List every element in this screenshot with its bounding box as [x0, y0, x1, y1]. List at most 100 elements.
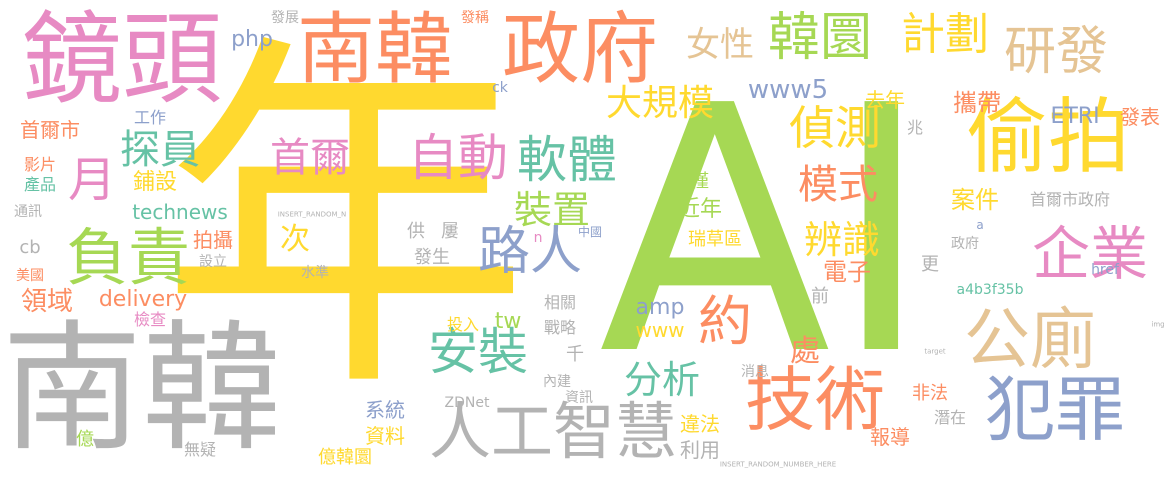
word-tw: tw: [494, 309, 522, 334]
word-baodao: 報導: [870, 425, 910, 449]
word-chu: 處: [790, 334, 820, 369]
word-ck: ck: [492, 80, 508, 96]
word-shouershizhengfu: 首爾市政府: [1029, 190, 1111, 209]
word-fuze: 負責: [65, 221, 191, 294]
word-gong: 供: [407, 221, 425, 242]
word-amp: amp: [635, 295, 685, 320]
word-daguimo: 大規模: [605, 83, 715, 124]
word-img: img: [1151, 320, 1165, 329]
word-xiaoxi: 消息: [741, 364, 769, 380]
word-wuyi: 無疑: [183, 440, 217, 459]
word-technews: technews: [132, 200, 228, 224]
word-anjian: 案件: [951, 186, 999, 214]
word-tongxun: 通訊: [14, 204, 42, 220]
word-insert-random-short: INSERT_RANDOM_N: [277, 210, 347, 219]
word-meiguo: 美國: [16, 268, 44, 284]
word-bianshi: 辨識: [803, 218, 881, 262]
word-fasheng: 發生: [414, 247, 450, 268]
word-hash: a4b3f35b: [956, 282, 1024, 298]
word-www5: www5: [747, 75, 829, 105]
word-jishu: 技術: [745, 359, 885, 441]
word-rengongzhihui: 人工智慧: [428, 395, 678, 468]
word-fenxi: 分析: [623, 358, 701, 402]
word-cb: cb: [19, 237, 41, 258]
word-qian: 前: [811, 286, 829, 307]
word-fanzui: 犯罪: [985, 369, 1125, 451]
word-gongce: 公廁: [964, 301, 1096, 378]
word-xitong: 系統: [365, 398, 405, 422]
word-zhence: 偵測: [789, 101, 881, 155]
word-shuizhun: 水準: [301, 265, 329, 281]
word-liyong: 利用: [680, 438, 720, 462]
word-fazhan: 發展: [271, 10, 299, 26]
word-shouer: 首爾: [270, 135, 350, 181]
word-xiangguan: 相關: [543, 293, 577, 312]
word-tanyuan: 探員: [120, 127, 200, 173]
word-nanhan-large: 南韓: [1, 308, 283, 471]
word-jinnian: 近年: [677, 197, 723, 222]
word-zidong: 自動: [408, 129, 508, 187]
word-yue2: 約: [698, 290, 752, 353]
word-gongzuo: 工作: [133, 108, 167, 127]
word-dianzi: 電子: [823, 258, 871, 286]
word-yanfa: 研發: [1003, 22, 1109, 82]
word-shouershi: 首爾市: [20, 118, 80, 142]
word-ai: AI: [598, 34, 932, 430]
word-geng: 更: [921, 254, 939, 275]
word-ruicaoqu: 瑞草區: [688, 229, 742, 250]
word-php: php: [231, 27, 273, 52]
word-zixun: 資訊: [565, 390, 593, 406]
word-lv: 屢: [441, 221, 459, 242]
word-qiye: 企業: [1031, 220, 1149, 288]
word-zhengfu: 政府: [501, 5, 659, 95]
word-pushe: 鋪設: [132, 170, 178, 195]
word-qianqian: 千: [566, 344, 584, 365]
word-jihua: 計劃: [901, 9, 989, 60]
word-href: href: [1091, 262, 1119, 278]
word-yue: 月: [67, 152, 117, 208]
word-moshi: 模式: [798, 162, 878, 208]
word-sheli: 設立: [199, 254, 227, 270]
word-anzhuang: 安裝: [428, 323, 528, 381]
word-weifa: 違法: [680, 412, 720, 436]
word-zhongguo: 中國: [577, 225, 603, 239]
word-target: target: [924, 347, 946, 356]
word-zhanlue: 戰略: [543, 318, 577, 337]
word-qunian: 去年: [865, 88, 905, 112]
word-jiancha: 檢查: [133, 310, 167, 329]
word-lingyu: 領域: [20, 287, 74, 317]
word-nvxing: 女性: [686, 25, 754, 65]
word-nanhan: 南韓: [296, 5, 454, 95]
word-yingpian: 影片: [23, 155, 57, 174]
word-www: www: [635, 318, 685, 342]
word-feifa: 非法: [912, 383, 948, 404]
word-fachen: 發稱: [461, 10, 489, 26]
word-chanpin: 產品: [23, 175, 57, 194]
word-insert-random-long: INSERT_RANDOM_NUMBER_HERE: [719, 460, 837, 469]
word-ziliao: 資料: [365, 424, 405, 448]
word-yihanyuan: 億韓圜: [318, 447, 372, 468]
word-zdnet: ZDNet: [444, 395, 490, 411]
word-zhuangzhi: 裝置: [513, 188, 591, 232]
word-zhao: 兆: [906, 118, 924, 137]
word-n: n: [533, 230, 543, 246]
word-ci: 次: [280, 222, 310, 257]
word-qianzai: 潛在: [933, 408, 967, 427]
word-jin: 僅: [691, 171, 709, 192]
word-a: a: [976, 218, 984, 232]
word-nian: 年: [160, 7, 530, 437]
word-touru: 投入: [446, 315, 480, 334]
word-yi: 億: [76, 429, 94, 450]
word-fabiao: 發表: [1120, 105, 1160, 129]
word-hanyuan: 韓圜: [767, 8, 873, 68]
word-jingtou: 鏡頭: [22, 1, 222, 118]
word-xiedai: 攜帶: [953, 89, 1001, 117]
word-zhengfu-small: 政府: [951, 236, 979, 252]
word-toupai: 偷拍: [965, 90, 1131, 185]
word-paishe: 拍攝: [193, 228, 233, 252]
word-delivery: delivery: [98, 287, 188, 312]
word-etri: ETRI: [1050, 104, 1100, 129]
word-ruanti: 軟體: [517, 131, 617, 189]
word-luren: 路人: [477, 222, 583, 282]
